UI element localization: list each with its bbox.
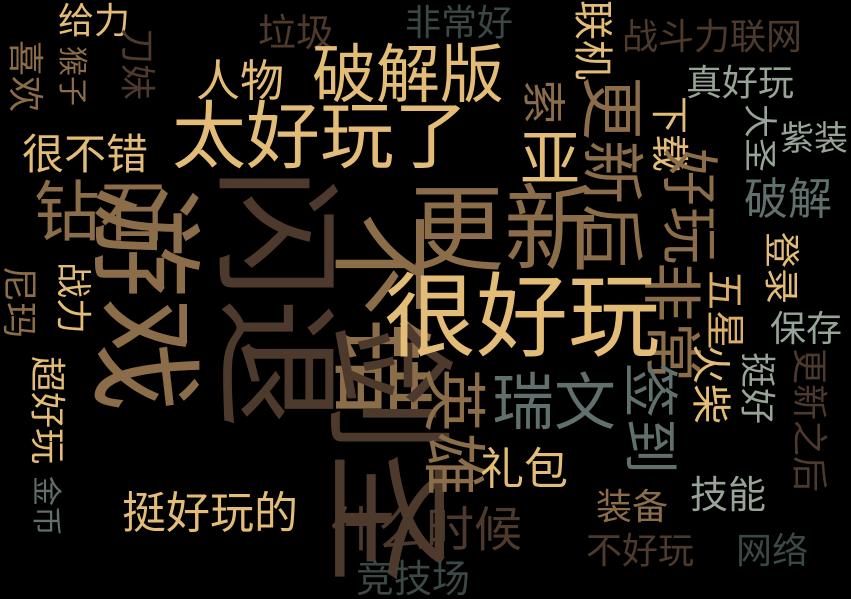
word: 英雄 — [415, 368, 489, 496]
word: 钻石 — [34, 174, 166, 251]
word: 非常好 — [405, 3, 514, 44]
word: 技能 — [690, 473, 767, 517]
word: 大圣 — [739, 104, 779, 172]
word: 登录 — [760, 232, 801, 305]
word: 喜欢 — [4, 40, 45, 113]
word: 太好玩了 — [172, 94, 468, 180]
word: 礼包 — [480, 444, 568, 495]
word: 很不错 — [22, 130, 149, 179]
word: 保存 — [770, 309, 843, 350]
word: 给力 — [58, 1, 131, 42]
word: 真好玩 — [686, 63, 795, 104]
word: 战力 — [52, 262, 93, 335]
word: 猴子 — [54, 46, 89, 106]
word: 不好玩 — [586, 531, 695, 572]
word: 索 — [517, 80, 568, 124]
word: 尼玛 — [0, 266, 39, 339]
word: 五星 — [701, 270, 747, 350]
word: 签到 — [616, 362, 681, 474]
word: 挺好 — [736, 352, 777, 425]
word: 破解版 — [312, 39, 504, 113]
word: 战斗力联网 — [622, 17, 803, 58]
word: 金币 — [28, 476, 63, 536]
word: 刀妹 — [116, 28, 157, 101]
word: 装备 — [596, 487, 669, 528]
word: 什么时候 — [330, 502, 523, 558]
word: 联机 — [569, 0, 615, 80]
word: 瑞文 — [492, 366, 617, 439]
word: 破解 — [744, 174, 832, 225]
word: 更新 — [410, 176, 599, 285]
word: 紫装 — [780, 119, 848, 159]
word: 挺好玩的 — [122, 488, 298, 539]
word: 好玩 — [655, 148, 723, 265]
word: 游戏 — [77, 184, 210, 413]
word: 亚 — [520, 125, 580, 195]
word: 很好玩 — [384, 264, 661, 371]
word: 网络 — [736, 531, 809, 572]
word: 火柴 — [687, 344, 733, 424]
word: 垃圾 — [258, 11, 335, 55]
word: 超好玩 — [26, 356, 67, 465]
word: 竞技场 — [356, 557, 471, 599]
word: 人物 — [196, 56, 284, 107]
word: 更新之后 — [788, 348, 829, 493]
